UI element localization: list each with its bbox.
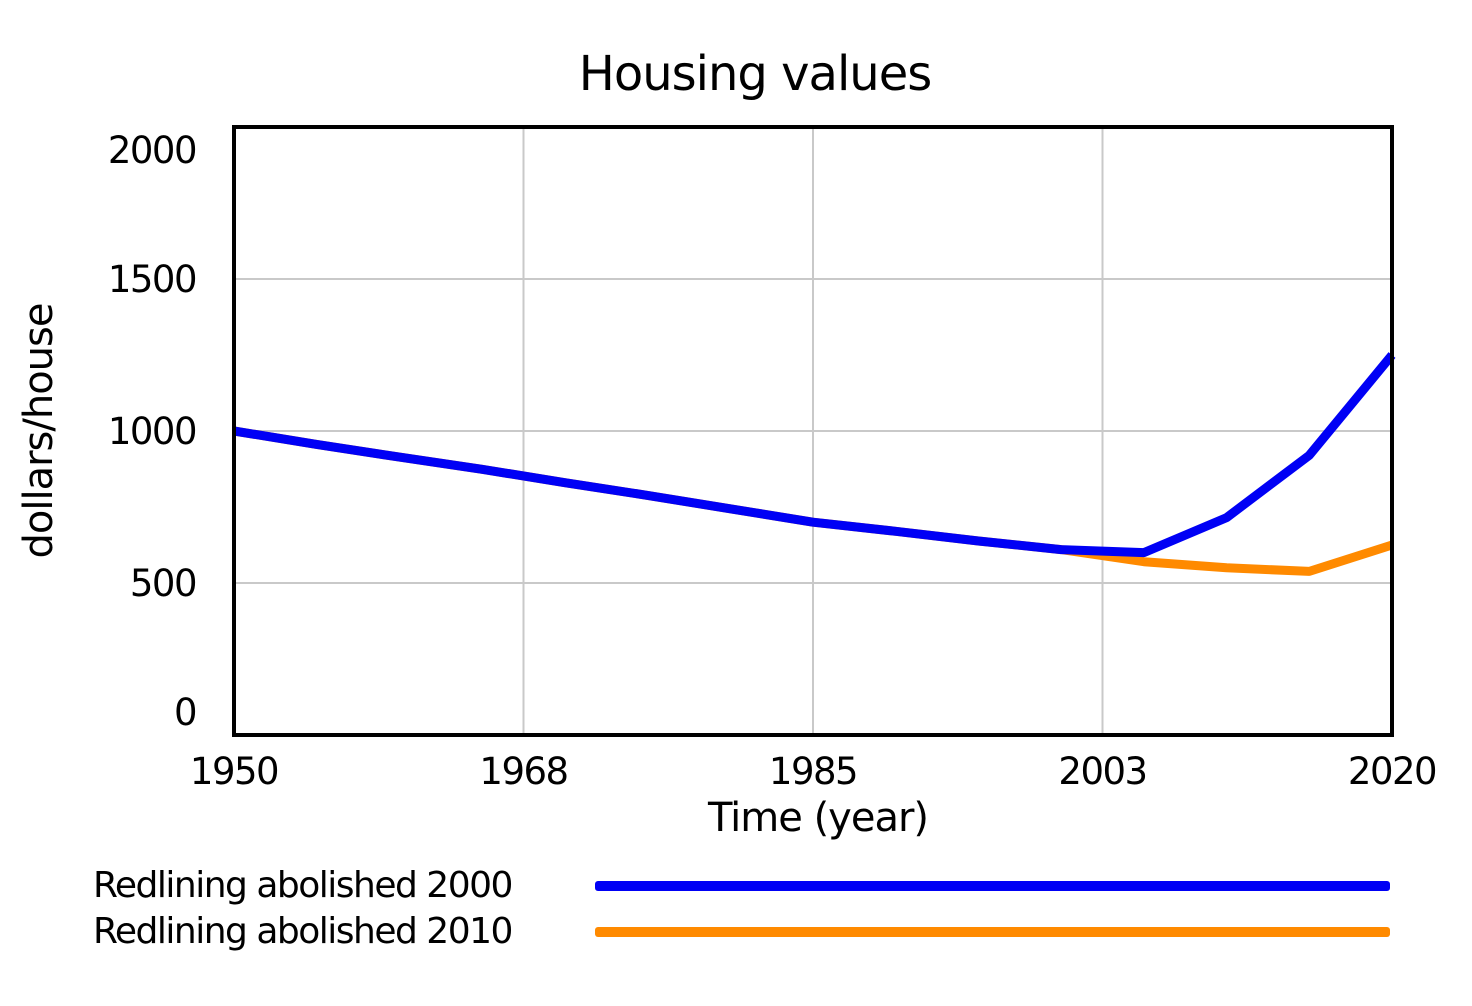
x-tick-label: 2020	[1348, 750, 1436, 793]
y-tick-label: 0	[174, 691, 196, 734]
legend-label: Redlining abolished 2000	[93, 865, 513, 906]
legend-line-swatch	[595, 881, 1390, 891]
gridlines	[234, 127, 1392, 735]
x-tick-label: 1950	[190, 750, 278, 793]
plot-frame	[232, 125, 1394, 737]
legend-row-abolished-2010: Redlining abolished 2010	[0, 909, 1472, 955]
legend-row-abolished-2000: Redlining abolished 2000	[0, 863, 1472, 909]
series-lines	[233, 352, 1396, 576]
chart-title: Housing values	[579, 46, 932, 102]
y-tick-label: 1000	[108, 410, 196, 453]
x-tick-label: 1985	[769, 750, 857, 793]
y-tick-label: 2000	[108, 129, 196, 172]
x-tick-label: 2003	[1058, 750, 1146, 793]
y-tick-label: 500	[130, 562, 196, 605]
x-axis-tick-labels: 1950 1968 1985 2003 2020	[190, 750, 1438, 793]
legend-label: Redlining abolished 2010	[93, 911, 513, 952]
y-axis-title: dollars/house	[16, 304, 62, 559]
series-line-0	[233, 352, 1396, 558]
x-tick-label: 1968	[479, 750, 567, 793]
y-axis-tick-labels: 0 500 1000 1500 2000	[108, 129, 198, 734]
legend-line-swatch	[595, 927, 1390, 937]
x-axis-title: Time (year)	[707, 795, 928, 841]
y-tick-label: 1500	[108, 258, 196, 301]
